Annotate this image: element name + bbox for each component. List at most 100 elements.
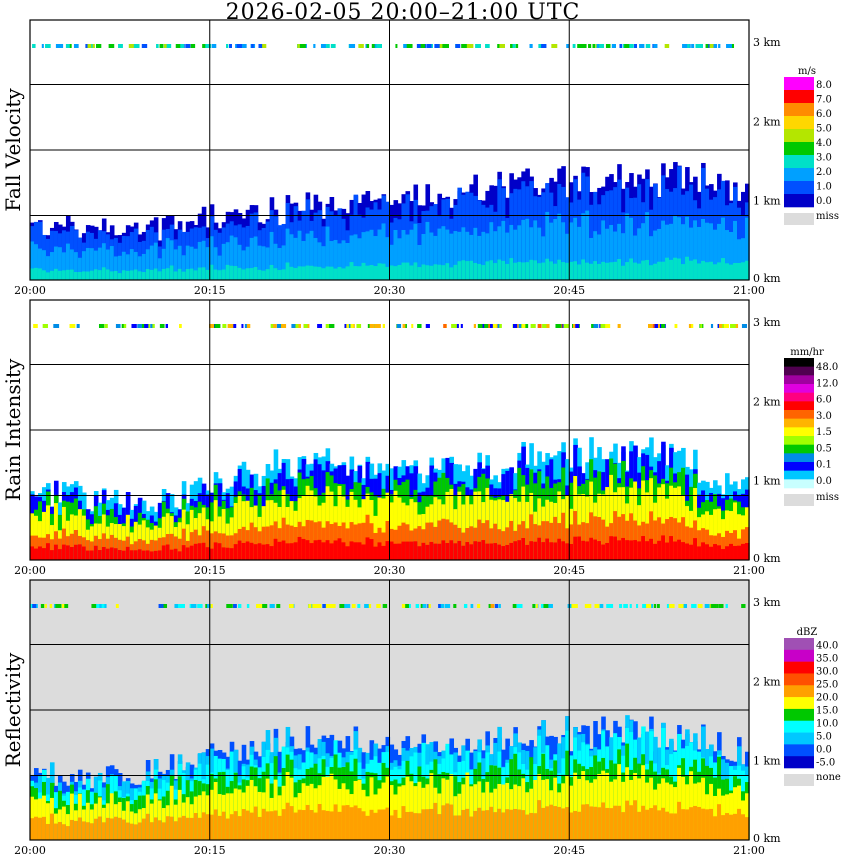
colorbar-label: 0.0 xyxy=(816,196,832,207)
echo-cell xyxy=(465,542,470,560)
echo-cell xyxy=(653,805,658,840)
colorbar-miss-swatch xyxy=(784,213,814,225)
echo-cell xyxy=(105,249,111,280)
echo-cell xyxy=(121,540,127,560)
echo-cell xyxy=(453,815,459,840)
speckle xyxy=(44,324,48,328)
speckle xyxy=(291,324,296,328)
speckle xyxy=(288,604,294,608)
speckle xyxy=(567,604,574,608)
speckle xyxy=(617,324,621,328)
echo-cell xyxy=(293,812,299,840)
speckle xyxy=(299,44,306,48)
echo-cell xyxy=(373,236,379,280)
echo-cell xyxy=(313,812,319,840)
speckle xyxy=(697,604,703,608)
speckle xyxy=(515,44,519,48)
echo-cell xyxy=(489,806,494,840)
echo-cell xyxy=(237,789,243,840)
echo-cell xyxy=(417,546,423,560)
echo-cell xyxy=(725,530,730,560)
echo-cell xyxy=(133,824,139,840)
echo-cell xyxy=(53,268,59,280)
echo-cell xyxy=(369,539,375,560)
speckle xyxy=(330,604,336,608)
speckle xyxy=(477,604,481,608)
speckle-band xyxy=(33,324,747,328)
colorbar-swatch xyxy=(784,436,814,445)
echo-cell xyxy=(217,255,223,280)
echo-cell xyxy=(57,270,63,280)
echo-cell xyxy=(497,544,502,560)
echo-cell xyxy=(441,518,447,560)
echo-cell xyxy=(105,269,111,280)
echo-cell xyxy=(689,527,694,560)
y-tick-label: 3 km xyxy=(753,36,781,49)
colorbar-swatch xyxy=(784,732,814,745)
y-tick-label: 1 km xyxy=(753,755,781,768)
colorbar-label: 5.0 xyxy=(816,124,832,135)
echo-cell xyxy=(505,232,510,280)
echo-cell xyxy=(565,807,570,840)
echo-cell xyxy=(573,536,578,560)
echo-cell xyxy=(293,268,299,280)
echo-cell xyxy=(41,270,47,280)
speckle xyxy=(682,604,688,608)
echo-cell xyxy=(453,264,459,280)
echo-cell xyxy=(353,805,359,840)
echo-cell xyxy=(169,816,175,840)
speckle xyxy=(320,44,326,48)
echo-cell xyxy=(689,260,694,280)
echo-cell xyxy=(429,773,435,840)
echo-cell xyxy=(213,809,219,840)
echo-cell xyxy=(549,261,554,280)
echo-cell xyxy=(449,540,455,560)
echo-cell xyxy=(169,533,175,560)
colorbar-label: 1.0 xyxy=(816,181,832,192)
echo-cell xyxy=(613,231,618,280)
echo-cell xyxy=(149,551,155,560)
echo-cell xyxy=(73,820,79,840)
echo-cell xyxy=(317,539,323,560)
echo-cell xyxy=(325,266,331,280)
speckle xyxy=(726,44,732,48)
echo-cell xyxy=(265,544,271,560)
echo-cell xyxy=(745,260,750,280)
speckle xyxy=(481,324,487,328)
colorbar-label: 10.0 xyxy=(816,719,838,730)
speckle xyxy=(691,604,697,608)
echo-cell xyxy=(745,793,750,840)
echo-cell xyxy=(593,539,598,560)
echo-cell xyxy=(261,246,267,280)
echo-cell xyxy=(625,213,630,280)
echo-cell xyxy=(197,795,203,840)
echo-cell xyxy=(417,813,423,840)
speckle xyxy=(532,604,537,608)
echo-cell xyxy=(233,503,239,560)
echo-cell xyxy=(57,549,63,560)
echo-cell xyxy=(661,484,666,560)
echo-cell xyxy=(109,547,115,560)
speckle xyxy=(262,604,268,608)
echo-cell xyxy=(733,220,738,280)
echo-cell xyxy=(241,542,247,560)
speckle xyxy=(209,324,215,328)
echo-cell xyxy=(249,779,255,840)
speckle xyxy=(159,44,164,48)
speckle xyxy=(396,324,402,328)
echo-cell xyxy=(349,807,355,840)
echo-cell xyxy=(581,540,586,560)
speckle xyxy=(674,324,678,328)
echo-cell xyxy=(269,525,275,560)
echo-cell xyxy=(569,812,574,840)
speckle xyxy=(163,604,168,608)
echo-cell xyxy=(457,261,462,280)
speckle xyxy=(499,44,505,48)
speckle xyxy=(346,324,351,328)
speckle xyxy=(619,44,623,48)
echo-cell xyxy=(133,251,139,280)
echo-cell xyxy=(345,243,351,280)
echo-cell xyxy=(549,522,554,560)
echo-cell xyxy=(89,270,95,280)
echo-cell xyxy=(409,265,415,280)
